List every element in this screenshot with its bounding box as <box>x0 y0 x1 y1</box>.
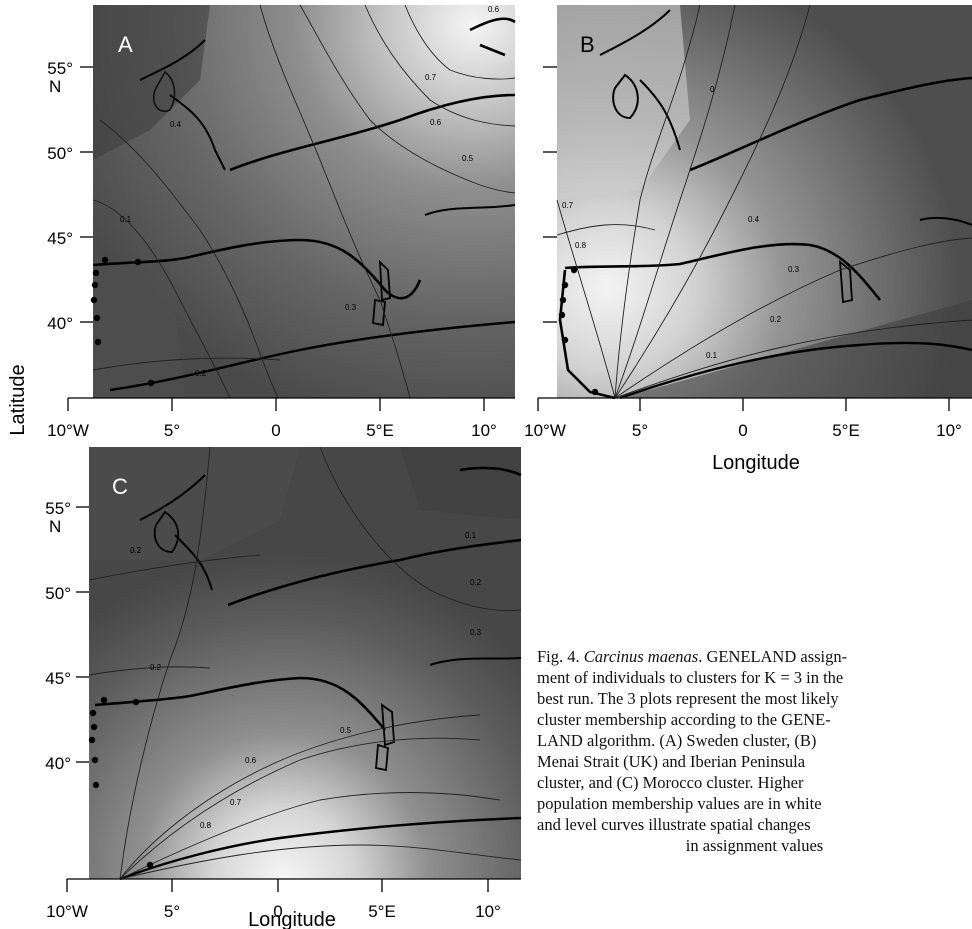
contour-label: 0.2 <box>150 663 162 672</box>
caption-line: population membership values are in whit… <box>537 794 822 813</box>
lon-tick-b: 5°E <box>832 421 860 440</box>
contour-label: 0.2 <box>470 578 482 587</box>
contour-label: 0.1 <box>120 215 132 224</box>
lat-tick-c: 40° <box>45 754 71 773</box>
contour-label: 0.7 <box>230 798 242 807</box>
contour-label: 0.3 <box>345 303 357 312</box>
lat-tick-c: 55° <box>45 499 71 518</box>
lat-tick-a: 45° <box>47 229 73 248</box>
contour-label: 0.2 <box>195 369 207 378</box>
caption-line: LAND algorithm. (A) Sweden cluster, (B) <box>537 731 817 750</box>
caption-line: and level curves illustrate spatial chan… <box>537 815 811 834</box>
contour-label: 0.1 <box>706 351 718 360</box>
panel-a: A 0.7 0.6 0.5 0.1 0.3 0.2 0.6 0.4 55° N … <box>47 4 516 440</box>
lat-tick-a: 55° <box>47 59 73 78</box>
lon-tick-c: 5°E <box>368 902 396 921</box>
caption-line: best run. The 3 plots represent the most… <box>537 689 839 708</box>
lon-tick-b: 5° <box>632 421 648 440</box>
lon-tick-b: 10°W <box>524 421 566 440</box>
lon-tick-a: 5°E <box>366 421 394 440</box>
lon-tick-a: 10° <box>471 421 497 440</box>
contour-label: 0.2 <box>770 315 782 324</box>
lon-tick-a: 5° <box>164 421 180 440</box>
contour-label: 0.4 <box>748 215 760 224</box>
contour-label: 0.1 <box>465 531 477 540</box>
contour-label: 0.4 <box>170 120 182 129</box>
caption-line: . GENELAND assign- <box>698 647 848 666</box>
lon-tick-c: 10°W <box>46 902 88 921</box>
contour-label: 0.7 <box>562 201 574 210</box>
contour-label: 0.6 <box>245 756 257 765</box>
lat-tick-c: 45° <box>45 669 71 688</box>
contour-label: 0.8 <box>200 821 212 830</box>
contour-label: 0.8 <box>575 241 587 250</box>
lon-tick-c: 10° <box>475 902 501 921</box>
contour-label: 0.6 <box>488 5 500 14</box>
contour-label: 0.7 <box>425 73 437 82</box>
lat-tick-a: 50° <box>47 144 73 163</box>
lon-tick-b: 0 <box>738 421 747 440</box>
lat-tick-c: 50° <box>45 584 71 603</box>
panel-b-letter: B <box>580 32 595 57</box>
caption-line: ment of individuals to clusters for K = … <box>537 668 844 687</box>
sample-sites <box>88 256 599 869</box>
y-axis-label: Latitude <box>7 364 29 435</box>
caption-line: Menai Strait (UK) and Iberian Peninsula <box>537 752 806 771</box>
panel-b: B 0.7 0.8 0.4 0.3 0.2 0.1 0 10°W 5° 0 5°… <box>524 4 972 474</box>
contour-label: 0.3 <box>788 265 800 274</box>
lon-tick-a: 0 <box>271 421 280 440</box>
contour-label: 0.6 <box>430 118 442 127</box>
panel-a-letter: A <box>118 32 133 57</box>
contour-label: 0.5 <box>340 726 352 735</box>
lon-tick-c: 5° <box>164 902 180 921</box>
caption-prefix: Fig. 4. <box>537 647 580 666</box>
lat-tick-a: 40° <box>47 314 73 333</box>
panel-c-letter: C <box>112 474 128 499</box>
contour-label: 0 <box>710 85 715 94</box>
n-label-a: N <box>49 77 61 96</box>
lon-tick-c: 0 <box>273 902 282 921</box>
lon-tick-a: 10°W <box>47 421 89 440</box>
contour-label: 0.3 <box>470 628 482 637</box>
caption-species: Carcinus maenas <box>583 647 699 666</box>
figure-caption: Fig. 4. Carcinus maenas. GENELAND assign… <box>537 646 972 856</box>
caption-last-line: in assignment values <box>685 836 824 855</box>
x-axis-label-c: Longitude <box>248 909 336 929</box>
contour-label: 0.5 <box>462 154 474 163</box>
caption-line: cluster, and (C) Morocco cluster. Higher <box>537 773 804 792</box>
caption-line: cluster membership according to the GENE… <box>537 710 831 729</box>
lon-tick-b: 10° <box>936 421 962 440</box>
panel-c: C 0.2 0.1 0.2 0.3 0.2 0.5 0.6 0.7 0.8 55… <box>45 446 522 929</box>
x-axis-label-b: Longitude <box>712 452 800 474</box>
n-label-c: N <box>49 517 61 536</box>
contour-label: 0.2 <box>130 546 142 555</box>
